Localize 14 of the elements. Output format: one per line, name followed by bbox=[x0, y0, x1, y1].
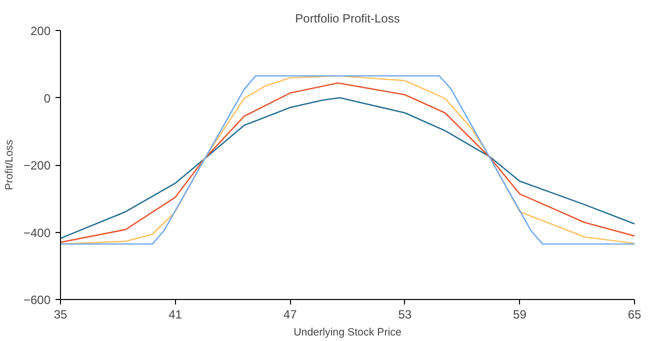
x-tick-label: 65 bbox=[628, 308, 642, 322]
y-tick-label: −400 bbox=[23, 226, 51, 240]
x-tick-label: 53 bbox=[398, 308, 412, 322]
x-tick-label: 41 bbox=[168, 308, 182, 322]
y-tick-label: 0 bbox=[44, 91, 51, 106]
y-tick-label: 200 bbox=[30, 24, 51, 38]
x-tick-label: 59 bbox=[513, 308, 527, 322]
y-tick-label: −600 bbox=[23, 293, 51, 307]
chart-title: Portfolio Profit-Loss bbox=[295, 12, 400, 26]
x-tick-label: 35 bbox=[54, 308, 68, 322]
x-tick-label: 47 bbox=[283, 308, 298, 322]
y-axis-title: Profit/Loss bbox=[3, 140, 16, 190]
x-axis-title: Underlying Stock Price bbox=[294, 326, 402, 338]
y-tick-label: −200 bbox=[23, 158, 51, 172]
